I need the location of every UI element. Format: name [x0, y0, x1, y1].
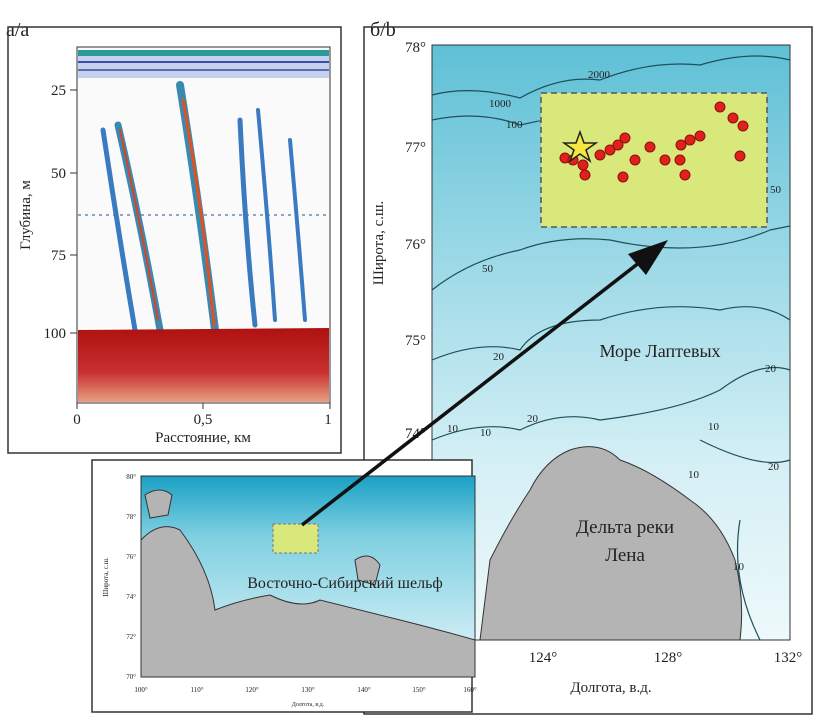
- study-area: [540, 92, 768, 228]
- seabed: [78, 328, 329, 402]
- svg-text:160°: 160°: [463, 686, 477, 694]
- delta-label-line1: Дельта реки: [576, 517, 674, 538]
- depth-contours: [431, 55, 791, 641]
- svg-text:20: 20: [768, 461, 780, 473]
- svg-text:10: 10: [733, 561, 745, 573]
- svg-text:20: 20: [765, 363, 777, 375]
- delta-label-line2: Лена: [605, 545, 645, 566]
- seep-points: [559, 101, 749, 183]
- panel-b-x-label: Долгота, в.д.: [570, 680, 651, 696]
- panel-b-y-ticks: 78° 77° 76° 75° 74°: [405, 40, 426, 442]
- contour-labels: 2000 1000 100 50 50 20 20 20 10 10 10 10…: [447, 69, 782, 573]
- y-tick-label: 50: [51, 166, 66, 182]
- svg-text:132°: 132°: [774, 650, 803, 666]
- svg-text:75°: 75°: [405, 333, 426, 349]
- inset-land: [140, 526, 476, 678]
- svg-text:10: 10: [708, 421, 720, 433]
- inset-region-label: Восточно-Сибирский шельф: [247, 575, 442, 592]
- lena-delta-land: [479, 446, 743, 641]
- panel-a-y-ticks: 25 50 75 100: [44, 83, 77, 342]
- star-marker: [561, 129, 599, 163]
- svg-text:150°: 150°: [412, 686, 426, 694]
- inset-x-ticks: 100° 110° 120° 130° 140° 150° 160°: [134, 686, 477, 694]
- svg-text:72°: 72°: [126, 633, 136, 641]
- panel-a-x-ticks: 0 0,5 1: [73, 403, 332, 428]
- panel-b-map: б/b 2000 1000: [363, 19, 813, 715]
- svg-text:1000: 1000: [489, 98, 512, 110]
- y-tick-label: 75: [51, 248, 66, 264]
- svg-text:76°: 76°: [126, 553, 136, 561]
- inset-x-label: Долгота, в.д.: [292, 702, 325, 708]
- svg-text:128°: 128°: [654, 650, 683, 666]
- inset-map: Восточно-Сибирский шельф 80° 78° 76° 74°…: [91, 459, 477, 713]
- svg-text:130°: 130°: [301, 686, 315, 694]
- y-tick-label: 25: [51, 83, 66, 99]
- panel-a-echogram: а/а 25 50 75 100 0 0,5: [6, 19, 342, 454]
- panel-a-y-label: Глубина, м: [18, 180, 34, 250]
- panel-a-frame: [7, 26, 342, 454]
- surface-layer: [78, 50, 329, 56]
- inset-y-label: Широта, с.ш.: [102, 557, 110, 597]
- svg-text:74°: 74°: [405, 426, 426, 442]
- svg-text:70°: 70°: [126, 673, 136, 681]
- svg-text:78°: 78°: [405, 40, 426, 56]
- zoom-arrow: [300, 240, 668, 527]
- svg-text:20: 20: [493, 351, 505, 363]
- svg-text:10: 10: [688, 469, 700, 481]
- panel-a-x-label: Расстояние, км: [155, 430, 251, 446]
- x-tick-label: 0: [73, 412, 81, 428]
- svg-text:2000: 2000: [588, 69, 611, 81]
- svg-text:77°: 77°: [405, 140, 426, 156]
- inset-y-ticks: 80° 78° 76° 74° 72° 70°: [126, 473, 136, 681]
- sea-label: Море Лаптевых: [599, 341, 720, 361]
- panel-b-label: б/b: [370, 19, 396, 41]
- inset-study-area: [272, 523, 319, 554]
- svg-text:124°: 124°: [529, 650, 558, 666]
- panel-b-y-label: Широта, с.ш.: [371, 201, 387, 286]
- svg-text:120°: 120°: [245, 686, 259, 694]
- svg-text:110°: 110°: [190, 686, 203, 694]
- svg-text:50: 50: [482, 263, 494, 275]
- svg-text:140°: 140°: [357, 686, 371, 694]
- svg-text:10: 10: [480, 427, 492, 439]
- panel-b-x-ticks: 124° 128° 132°: [529, 650, 803, 666]
- y-tick-label: 100: [44, 326, 67, 342]
- panel-a-label: а/а: [6, 19, 29, 41]
- svg-text:74°: 74°: [126, 593, 136, 601]
- svg-text:10: 10: [447, 423, 459, 435]
- surface-noise: [78, 56, 329, 78]
- panel-b-frame: [363, 26, 813, 715]
- gas-flares: [100, 81, 307, 334]
- svg-text:100°: 100°: [134, 686, 148, 694]
- x-tick-label: 0,5: [194, 412, 213, 428]
- svg-text:76°: 76°: [405, 237, 426, 253]
- x-tick-label: 1: [324, 412, 332, 428]
- svg-text:80°: 80°: [126, 473, 136, 481]
- svg-text:100: 100: [506, 119, 523, 131]
- svg-text:50: 50: [770, 184, 782, 196]
- svg-text:20: 20: [527, 413, 539, 425]
- svg-text:78°: 78°: [126, 513, 136, 521]
